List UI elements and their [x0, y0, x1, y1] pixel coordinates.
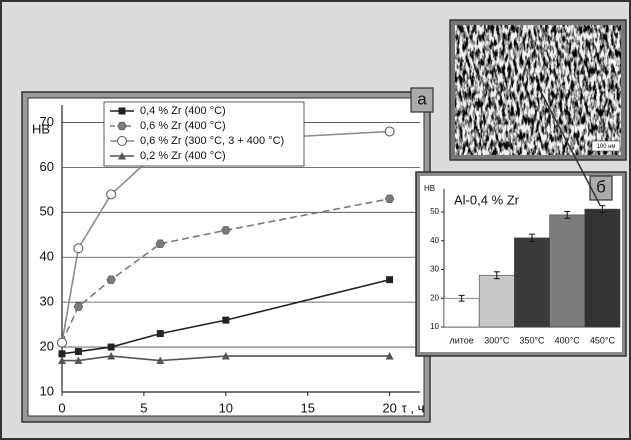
data-point — [386, 276, 394, 284]
x-tick-label: 0 — [58, 400, 65, 415]
data-point — [385, 352, 394, 360]
y-axis-label: HB — [32, 121, 50, 136]
scale-bar — [591, 140, 621, 152]
y-tick-label: 70 — [40, 114, 54, 129]
y-tick-label: 30 — [40, 294, 54, 309]
x-tick-label: 450°C — [590, 335, 616, 345]
x-tick-label: 300°C — [484, 335, 510, 345]
legend-label: 0,2 % Zr (400 °C) — [140, 150, 226, 162]
panel-label: б — [596, 177, 606, 196]
data-point — [155, 239, 166, 248]
x-axis-label: τ , ч — [402, 400, 425, 415]
bar — [514, 237, 550, 328]
data-point — [221, 352, 230, 360]
legend-label: 0,6 % Zr (400 °C) — [140, 120, 226, 132]
x-tick-label: 350°C — [519, 335, 545, 345]
data-point — [221, 226, 231, 235]
data-point — [222, 316, 230, 324]
bar — [549, 214, 586, 328]
data-point — [107, 343, 115, 351]
series-line — [61, 198, 390, 343]
panel-label-box — [410, 87, 434, 113]
data-point — [106, 275, 116, 284]
x-tick-label: 15 — [300, 400, 314, 415]
micrograph-texture — [455, 25, 621, 155]
x-tick-label: литое — [449, 335, 473, 345]
chart-a: 10 20 30 40 50 60 70 0 5 10 15 20 HB τ , ч 0,4 % Zr (4… — [32, 87, 434, 415]
legend-label: 0,4 % Zr (400 °C) — [140, 105, 226, 117]
error-bar — [458, 294, 465, 302]
y-tick-label: 20 — [430, 293, 439, 302]
series-line — [62, 355, 390, 362]
y-tick-label: 40 — [40, 249, 54, 264]
data-point — [156, 330, 164, 338]
bar — [478, 274, 515, 328]
legend-marker — [117, 121, 127, 131]
data-point — [156, 356, 165, 365]
y-axis-label: HB — [424, 184, 435, 193]
error-bar — [529, 233, 535, 243]
y-tick-label: 30 — [430, 265, 439, 274]
error-bar — [564, 210, 571, 219]
data-point — [58, 356, 66, 365]
chart-b: 10 20 30 40 50 HB Al-0,4 % Zr литое 300°C 350°C 40… — [424, 175, 621, 345]
legend-label: 0,6 % Zr (300 °C, 3 + 400 °C) — [140, 135, 284, 147]
data-point — [384, 126, 395, 137]
data-point — [73, 302, 84, 311]
data-point — [74, 348, 82, 356]
scale-label: 100 нм — [596, 144, 615, 150]
y-tick-label: 50 — [430, 207, 439, 216]
chart-title: Al-0,4 % Zr — [454, 192, 520, 207]
data-point — [74, 356, 83, 365]
legend-marker — [118, 107, 126, 115]
data-point — [57, 337, 67, 348]
x-tick-label: 400°C — [555, 335, 581, 345]
y-tick-label: 10 — [430, 322, 439, 331]
legend-marker — [118, 152, 126, 160]
bar — [443, 297, 480, 328]
y-tick-label: 60 — [40, 159, 54, 174]
data-point — [384, 194, 395, 203]
data-point — [58, 350, 66, 358]
x-tick-label: 10 — [219, 400, 233, 415]
y-tick-label: 50 — [40, 204, 54, 219]
x-tick-label: 5 — [140, 400, 147, 415]
legend-marker — [117, 136, 127, 146]
legend-box — [103, 101, 305, 167]
data-point — [106, 189, 117, 200]
data-point — [73, 243, 84, 254]
y-tick-label: 20 — [40, 339, 54, 354]
x-tick-label: 20 — [382, 400, 396, 415]
y-tick-label: 10 — [40, 383, 54, 398]
connector — [539, 89, 601, 206]
bar — [584, 208, 621, 328]
panel-label-box — [589, 175, 613, 201]
error-bar — [493, 271, 500, 280]
data-point — [107, 352, 116, 360]
panel-label: а — [417, 89, 427, 108]
error-bar — [599, 205, 606, 214]
y-tick-label: 40 — [430, 236, 439, 245]
